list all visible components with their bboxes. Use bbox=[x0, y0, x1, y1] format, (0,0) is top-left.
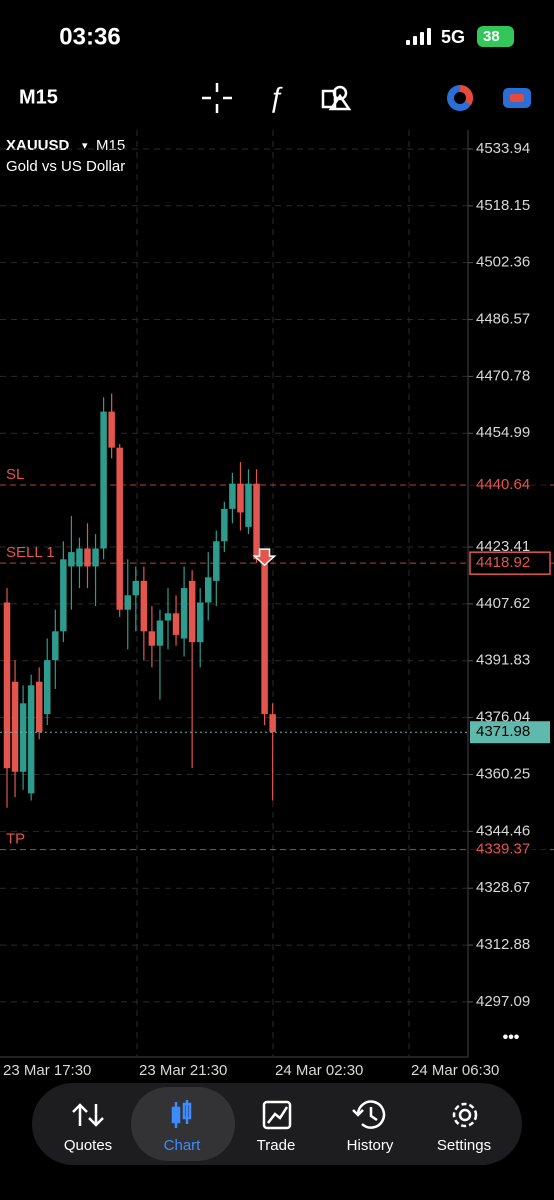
nav-label[interactable]: History bbox=[347, 1137, 394, 1154]
nav-label[interactable]: Chart bbox=[164, 1137, 202, 1154]
candle-body bbox=[213, 541, 220, 581]
level-label: SELL 1 bbox=[6, 544, 55, 561]
signal-icon bbox=[406, 28, 431, 45]
y-tick-label: 4360.25 bbox=[476, 765, 530, 782]
indicators-icon[interactable]: ƒ bbox=[268, 81, 284, 112]
nav-label[interactable]: Trade bbox=[257, 1137, 296, 1154]
battery-level: 38 bbox=[483, 28, 500, 45]
candle-body bbox=[140, 580, 148, 632]
status-time: 03:36 bbox=[59, 23, 120, 50]
candle-body bbox=[221, 508, 228, 542]
level-label: SL bbox=[6, 466, 24, 483]
candle-body bbox=[27, 685, 35, 794]
level-label: TP bbox=[6, 831, 25, 848]
battery-icon bbox=[477, 26, 514, 47]
y-tick-label: 4312.88 bbox=[476, 936, 530, 953]
x-tick-label: 24 Mar 06:30 bbox=[411, 1062, 499, 1079]
candle-body bbox=[35, 681, 43, 733]
y-tick-label: 4328.67 bbox=[476, 879, 530, 896]
candle-body bbox=[245, 483, 252, 527]
candle-body bbox=[205, 577, 212, 603]
candle-body bbox=[237, 483, 244, 513]
candle-body bbox=[269, 714, 276, 733]
trade-nav-icon[interactable] bbox=[262, 1100, 292, 1130]
candle-body bbox=[11, 681, 19, 772]
candle-body bbox=[100, 411, 107, 549]
candle-body bbox=[188, 580, 196, 643]
settings-icon[interactable] bbox=[452, 1102, 478, 1128]
chart-timeframe: M15 bbox=[96, 137, 125, 154]
candle-body bbox=[19, 703, 27, 772]
candle-body bbox=[76, 548, 83, 567]
timeframe-button[interactable]: M15 bbox=[19, 86, 58, 108]
candle-body bbox=[180, 588, 188, 639]
more-button[interactable]: ••• bbox=[503, 1029, 520, 1046]
account-icon[interactable] bbox=[447, 84, 474, 111]
trade-icon[interactable] bbox=[503, 88, 531, 108]
candle-body bbox=[92, 548, 99, 567]
y-tick-label: 4502.36 bbox=[476, 254, 530, 271]
candle-body bbox=[68, 552, 75, 567]
symbol: XAUUSD bbox=[6, 137, 70, 154]
y-tick-label: 4470.78 bbox=[476, 367, 530, 384]
y-tick-label: 4533.94 bbox=[476, 140, 530, 157]
candle-body bbox=[124, 595, 131, 610]
symbol-description: Gold vs US Dollar bbox=[6, 158, 125, 175]
candle-body bbox=[116, 447, 123, 610]
candle-body bbox=[196, 602, 204, 643]
sell-arrow bbox=[252, 548, 277, 567]
candle-body bbox=[164, 613, 172, 621]
candle-body bbox=[229, 483, 236, 509]
level-price-box bbox=[469, 551, 551, 575]
y-tick-label: 4486.57 bbox=[476, 311, 530, 328]
candle-body bbox=[156, 620, 164, 646]
nav-active-highlight bbox=[131, 1087, 235, 1161]
nav-label[interactable]: Quotes bbox=[64, 1137, 112, 1154]
level-price-box bbox=[470, 838, 550, 861]
y-tick-label: 4391.83 bbox=[476, 652, 530, 669]
candle-body bbox=[3, 602, 11, 769]
candle-body bbox=[60, 559, 67, 632]
candle-body bbox=[44, 660, 51, 715]
symbol-dropdown[interactable]: ▾ bbox=[82, 140, 88, 152]
candle-body bbox=[172, 613, 180, 635]
candle-body bbox=[108, 411, 115, 448]
candle-body bbox=[132, 580, 140, 596]
candle-body bbox=[52, 631, 59, 661]
last-price-box bbox=[470, 721, 550, 744]
crosshair-icon[interactable] bbox=[202, 83, 232, 113]
x-tick-label: 23 Mar 17:30 bbox=[3, 1062, 91, 1079]
y-tick-label: 4518.15 bbox=[476, 197, 530, 214]
nav-label[interactable]: Settings bbox=[437, 1137, 491, 1154]
candle-body bbox=[148, 631, 156, 646]
candle-body bbox=[261, 559, 268, 715]
x-tick-label: 23 Mar 21:30 bbox=[139, 1062, 227, 1079]
objects-icon[interactable] bbox=[321, 85, 352, 111]
chart-icon[interactable] bbox=[171, 1100, 192, 1128]
level-price-label: 4418.92 bbox=[476, 554, 530, 571]
nav-icons bbox=[72, 1100, 478, 1130]
x-tick-label: 24 Mar 02:30 bbox=[275, 1062, 363, 1079]
history-icon[interactable] bbox=[352, 1100, 386, 1129]
y-tick-label: 4297.09 bbox=[476, 993, 530, 1010]
y-tick-label: 4407.62 bbox=[476, 595, 530, 612]
quotes-icon[interactable] bbox=[72, 1103, 104, 1127]
y-tick-label: 4344.46 bbox=[476, 822, 530, 839]
last-price-label: 4371.98 bbox=[476, 723, 530, 740]
level-price-box bbox=[470, 473, 550, 496]
y-tick-label: 4423.41 bbox=[476, 538, 530, 555]
candle-body bbox=[253, 483, 260, 560]
level-price-label: 4440.64 bbox=[476, 476, 530, 493]
level-price-label: 4339.37 bbox=[476, 841, 530, 858]
network-label: 5G bbox=[441, 27, 465, 47]
y-tick-label: 4454.99 bbox=[476, 424, 530, 441]
candle-body bbox=[84, 548, 91, 567]
